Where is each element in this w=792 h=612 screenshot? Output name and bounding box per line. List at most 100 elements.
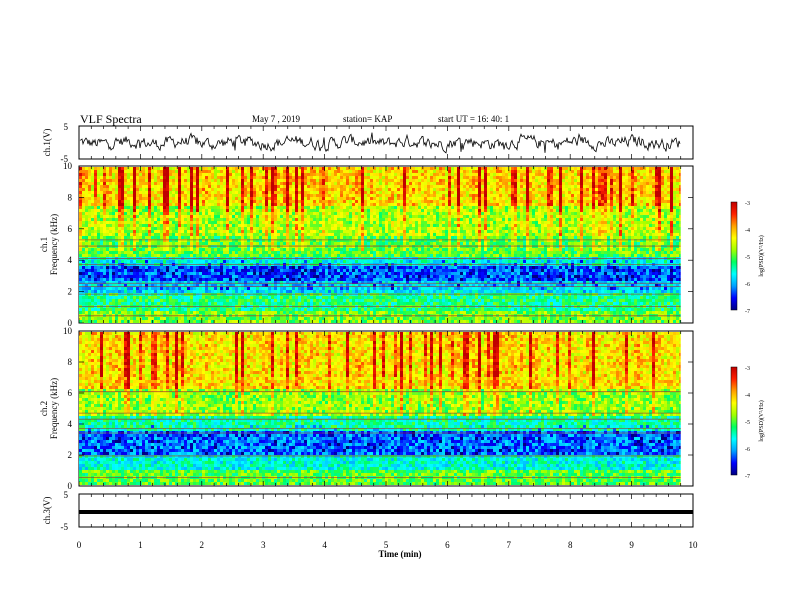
spectrogram-cell	[349, 182, 352, 185]
spectrogram-cell	[547, 170, 550, 173]
spectrogram-cell	[577, 185, 580, 188]
spectrogram-cell	[379, 179, 382, 182]
spectrogram-cell	[547, 182, 550, 185]
spectrogram-cell	[310, 191, 313, 194]
spectrogram-cell	[529, 185, 532, 188]
spectrogram-cell	[586, 188, 589, 191]
spectrogram-cell	[94, 188, 97, 191]
spectrogram-cell	[124, 170, 127, 173]
spectrogram-cell	[673, 182, 676, 185]
spectrogram-cell	[556, 170, 559, 173]
spectrogram-cell	[532, 182, 535, 185]
spectrogram-cell	[502, 182, 505, 185]
spectrogram-cell	[238, 182, 241, 185]
spectrogram-cell	[292, 170, 295, 173]
spectrogram-cell	[211, 191, 214, 194]
spectrogram-cell	[235, 176, 238, 179]
spectrogram-cell	[187, 185, 190, 188]
spectrogram-cell	[307, 191, 310, 194]
spectrogram-cell	[517, 179, 520, 182]
spectrogram-cell	[604, 182, 607, 185]
spectrogram-cell	[577, 170, 580, 173]
spectrogram-cell	[322, 176, 325, 179]
spectrogram-cell	[250, 170, 253, 173]
spectrogram-cell	[133, 182, 136, 185]
spectrogram-cell	[667, 173, 670, 176]
spectrogram-cell	[469, 185, 472, 188]
spectrogram-cell	[103, 176, 106, 179]
spectrogram-cell	[649, 173, 652, 176]
spectrogram-cell	[82, 167, 85, 170]
spectrogram-cell	[166, 179, 169, 182]
spectrogram-cell	[211, 188, 214, 191]
spectrogram-cell	[634, 170, 637, 173]
spectrogram-cell	[208, 176, 211, 179]
spectrogram-cell	[589, 182, 592, 185]
spectrogram-cell	[88, 191, 91, 194]
spectrogram-cell	[208, 173, 211, 176]
spectrogram-cell	[514, 185, 517, 188]
spectrogram-cell	[601, 176, 604, 179]
spectrogram-cell	[604, 170, 607, 173]
spectrogram-cell	[502, 170, 505, 173]
spectrogram-cell	[181, 188, 184, 191]
spectrogram-cell	[586, 185, 589, 188]
spectrogram-cell	[319, 167, 322, 170]
spectrogram-cell	[166, 176, 169, 179]
spectrogram-cell	[202, 170, 205, 173]
spectrogram-cell	[439, 188, 442, 191]
spectrogram-cell	[97, 182, 100, 185]
spectrogram-cell	[607, 170, 610, 173]
spectrogram-cell	[274, 179, 277, 182]
spectrogram-cell	[628, 185, 631, 188]
spectrogram-cell	[214, 185, 217, 188]
spectrogram-cell	[160, 167, 163, 170]
spectrogram-cell	[466, 182, 469, 185]
spectrogram-cell	[259, 182, 262, 185]
spectrogram-cell	[178, 170, 181, 173]
spectrogram-cell	[220, 176, 223, 179]
spectrogram-cell	[241, 176, 244, 179]
spectrogram-cell	[214, 191, 217, 194]
spectrogram-cell	[406, 185, 409, 188]
spectrogram-cell	[559, 167, 562, 170]
spectrogram-cell	[433, 179, 436, 182]
spectrogram-cell	[430, 173, 433, 176]
spectrogram-cell	[94, 182, 97, 185]
spectrogram-cell	[169, 170, 172, 173]
spectrogram-cell	[82, 173, 85, 176]
spectrogram-cell	[82, 185, 85, 188]
spectrogram-cell	[127, 188, 130, 191]
spectrogram-cell	[562, 170, 565, 173]
spectrogram-cell	[133, 185, 136, 188]
spectrogram-cell	[268, 173, 271, 176]
spectrogram-cell	[598, 188, 601, 191]
spectrogram-cell	[79, 179, 82, 182]
spectrogram-cell	[427, 176, 430, 179]
spectrogram-cell	[409, 179, 412, 182]
spectrogram-cell	[136, 179, 139, 182]
spectrogram-cell	[652, 176, 655, 179]
spectrogram-cell	[406, 173, 409, 176]
spectrogram-cell	[568, 185, 571, 188]
spectrogram-cell	[535, 179, 538, 182]
spectrogram-cell	[277, 167, 280, 170]
spectrogram-cell	[103, 191, 106, 194]
spectrogram-cell	[127, 176, 130, 179]
spectrogram-cell	[184, 179, 187, 182]
spectrogram-cell	[319, 173, 322, 176]
spectrogram-cell	[493, 188, 496, 191]
spectrogram-cell	[286, 176, 289, 179]
spectrogram-cell	[259, 188, 262, 191]
spectrogram-cell	[394, 182, 397, 185]
spectrogram-cell	[439, 182, 442, 185]
spectrogram-cell	[664, 179, 667, 182]
spectrogram-cell	[484, 170, 487, 173]
spectrogram-cell	[109, 182, 112, 185]
spectrogram-cell	[520, 176, 523, 179]
spectrogram-cell	[388, 182, 391, 185]
spectrogram-cell	[253, 170, 256, 173]
spectrogram-cell	[289, 185, 292, 188]
spectrogram-cell	[235, 179, 238, 182]
spectrogram-cell	[496, 188, 499, 191]
